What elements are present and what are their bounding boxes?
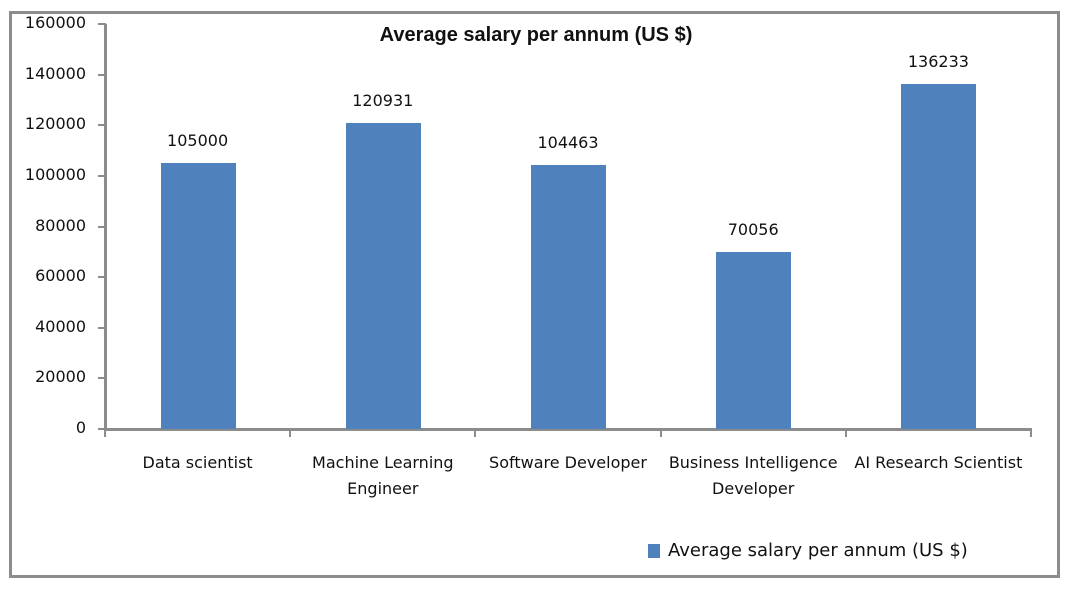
chart-title: Average salary per annum (US $) — [379, 24, 693, 46]
y-tick — [98, 428, 106, 430]
x-tick — [104, 428, 106, 437]
bar[interactable] — [160, 163, 236, 429]
x-tick-label: Machine Learning Engineer — [290, 450, 476, 502]
data-label: 70056 — [727, 219, 779, 239]
bar[interactable] — [531, 164, 606, 429]
data-label: 136233 — [907, 52, 969, 72]
data-label: 120931 — [352, 90, 414, 110]
x-tick — [659, 428, 662, 437]
x-axis — [104, 428, 1032, 431]
y-tick-label: 20000 — [35, 367, 86, 387]
x-tick-label-line: Data scientist — [142, 453, 253, 472]
y-tick — [98, 326, 106, 329]
y-tick — [98, 377, 106, 380]
y-tick — [98, 225, 106, 228]
y-tick-label: 40000 — [35, 316, 86, 336]
y-tick-label: 160000 — [24, 13, 86, 32]
x-tick-label: Software Developer — [475, 450, 661, 476]
bar[interactable] — [716, 251, 792, 429]
y-tick-label: 80000 — [35, 215, 86, 235]
x-tick-label-line: Developer — [712, 479, 795, 498]
bar[interactable] — [345, 122, 421, 429]
data-label: 105000 — [167, 131, 229, 151]
y-tick — [98, 276, 106, 279]
x-tick — [844, 428, 847, 437]
y-tick-label: 100000 — [24, 164, 86, 184]
y-tick — [98, 124, 106, 127]
data-label: 104463 — [537, 132, 599, 152]
x-tick-label-line: Machine Learning — [312, 453, 454, 472]
y-tick-label: 0 — [75, 418, 86, 437]
x-tick — [474, 428, 477, 437]
bar[interactable] — [901, 84, 977, 429]
x-tick-label-line: Engineer — [347, 479, 419, 498]
x-tick-label: Data scientist — [105, 450, 291, 476]
x-tick-label: Business Intelligence Developer — [660, 450, 846, 502]
legend-swatch-icon — [648, 543, 660, 558]
y-tick-label: 140000 — [24, 63, 86, 83]
x-tick-label: AI Research Scientist — [845, 450, 1031, 476]
y-tick — [98, 23, 106, 25]
y-tick — [98, 73, 106, 76]
y-tick-label: 120000 — [24, 114, 86, 134]
legend: Average salary per annum (US $) — [648, 540, 968, 561]
y-tick-label: 60000 — [35, 266, 86, 286]
x-tick-label-line: Software Developer — [489, 453, 647, 472]
x-tick-label-line: AI Research Scientist — [854, 453, 1023, 472]
legend-label: Average salary per annum (US $) — [668, 540, 968, 561]
x-tick — [289, 428, 292, 437]
x-tick-label-line: Business Intelligence — [668, 453, 838, 472]
y-tick — [98, 174, 106, 177]
x-tick — [1030, 428, 1032, 437]
y-axis — [104, 24, 107, 431]
